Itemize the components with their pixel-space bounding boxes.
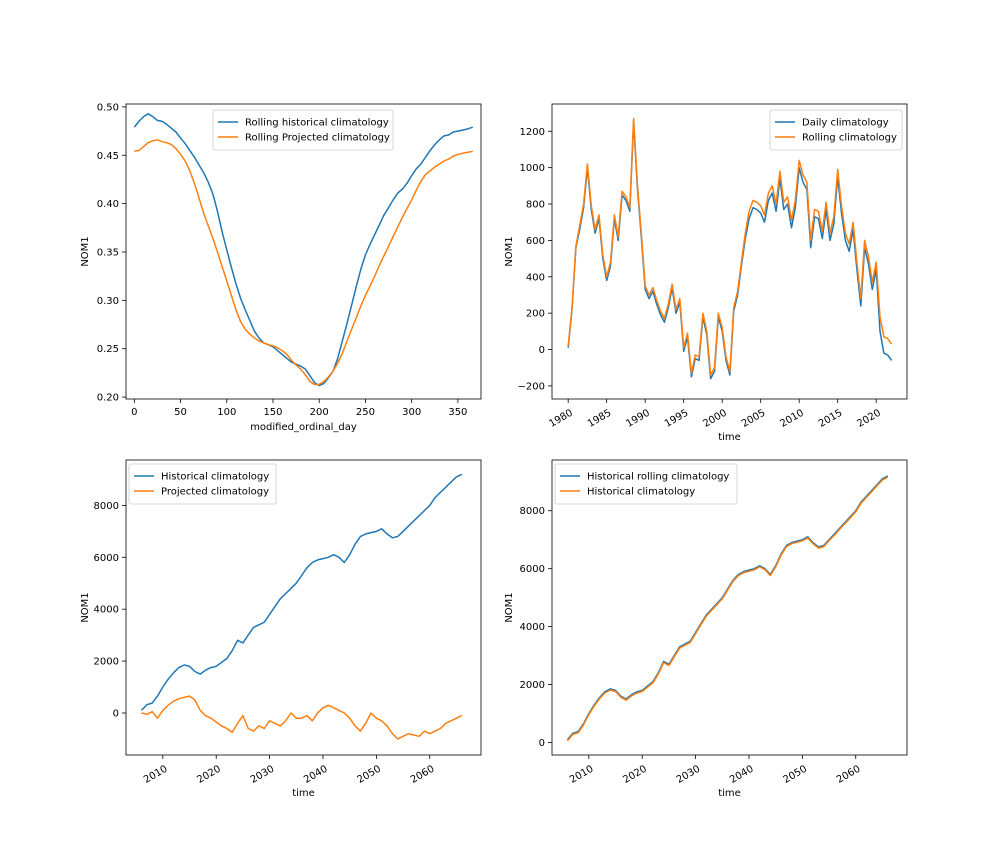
y-tick-label: 0.40 [97, 199, 119, 210]
x-tick-label: 2040 [302, 764, 330, 786]
series-line-1 [566, 475, 889, 741]
y-tick-label: 400 [526, 272, 545, 283]
y-tick-label: 0.50 [97, 102, 119, 113]
x-axis-label: time [718, 788, 741, 799]
x-tick-label: 1990 [624, 408, 652, 430]
y-tick-label: 800 [526, 200, 545, 211]
x-tick-label: 2020 [195, 764, 223, 786]
y-tick-label: 0 [113, 708, 119, 719]
legend-box [212, 109, 394, 151]
x-tick-label: 2060 [835, 764, 863, 786]
x-tick-label: 2010 [778, 408, 806, 430]
legend-entry: Rolling climatology [802, 133, 897, 144]
y-tick-label: 0.30 [97, 296, 119, 307]
x-axis-label: time [292, 788, 315, 799]
x-axis-label: modified_ordinal_day [250, 422, 357, 433]
legend: Historical rolling climatology Historical… [554, 463, 738, 505]
legend-box [128, 463, 277, 505]
series-line-2 [141, 695, 463, 740]
y-tick-label: 1200 [520, 127, 545, 138]
y-tick-label: 4000 [94, 605, 119, 616]
x-tick-label: 2020 [855, 408, 883, 430]
x-tick-label: 300 [402, 407, 421, 418]
legend-entry: Projected climatology [161, 487, 269, 498]
series-line-2 [567, 117, 893, 376]
series-line-1 [133, 112, 473, 387]
x-tick-label: 150 [263, 407, 282, 418]
y-axis-label: NOM1 [504, 592, 515, 622]
x-tick-label: 2030 [675, 764, 703, 786]
x-tick-label: 2020 [621, 764, 649, 786]
y-tick-label: 6000 [94, 553, 119, 564]
y-tick-label: 0.20 [97, 393, 119, 404]
x-tick-label: 1995 [663, 408, 691, 430]
x-tick-label: 2010 [568, 764, 596, 786]
y-tick-label: 6000 [520, 564, 545, 575]
x-tick-label: 2000 [701, 408, 729, 430]
legend-entry: Historical climatology [161, 472, 269, 483]
y-axis-label: NOM1 [504, 236, 515, 266]
x-tick-label: 2015 [817, 408, 845, 430]
y-tick-label: 4000 [520, 622, 545, 633]
x-tick-label: 200 [310, 407, 329, 418]
legend-box [554, 463, 738, 505]
subplot-2: 1980 1985 1990 1995 2000 2005 2010 2015 2020−200… [504, 103, 908, 443]
y-axis-label: NOM1 [80, 592, 91, 622]
x-tick-label: 100 [217, 407, 236, 418]
subplot-3: 2010 2020 2030 2040 2050 2060 0 2000 4000 6000 800… [80, 459, 482, 799]
y-tick-label: 2000 [520, 680, 545, 691]
y-tick-label: −200 [518, 381, 545, 392]
series-line-1 [567, 121, 893, 380]
x-tick-label: 2040 [728, 764, 756, 786]
x-tick-label: 2030 [249, 764, 277, 786]
axes-frame [551, 103, 908, 400]
y-tick-label: 0 [539, 738, 545, 749]
legend: Historical climatology Projected climatol… [128, 463, 277, 505]
x-tick-label: 0 [131, 407, 137, 418]
y-tick-label: 1000 [520, 163, 545, 174]
legend-box [769, 109, 903, 151]
y-tick-label: 600 [526, 236, 545, 247]
y-tick-label: 0.25 [97, 344, 119, 355]
x-tick-label: 250 [356, 407, 375, 418]
y-tick-label: 8000 [94, 501, 119, 512]
y-tick-label: 0 [539, 345, 545, 356]
legend-entry: Daily climatology [802, 118, 889, 129]
subplot-1: 0 50 100 150 200 250 300 350 0.20 0.25 0.30 0.35 0.4… [80, 102, 482, 433]
x-tick-label: 350 [448, 407, 467, 418]
y-tick-label: 2000 [94, 657, 119, 668]
x-tick-label: 2005 [740, 408, 768, 430]
series-line-2 [134, 139, 473, 386]
x-tick-label: 2050 [356, 764, 384, 786]
x-axis-label: time [718, 432, 741, 443]
legend: Daily climatology Rolling climatology [769, 109, 903, 151]
y-tick-label: 200 [526, 309, 545, 320]
axes-frame [125, 459, 482, 756]
legend-entry: Rolling historical climatology [245, 118, 389, 129]
subplot-4: 2010 2020 2030 2040 2050 2060 0 2000 4000 6000 800… [504, 459, 908, 799]
legend-entry: Rolling Projected climatology [245, 133, 390, 144]
series-line-1 [140, 473, 463, 711]
x-tick-label: 2060 [409, 764, 437, 786]
x-tick-label: 2050 [782, 764, 810, 786]
legend-entry: Historical rolling climatology [587, 472, 729, 483]
axes-frame [551, 459, 908, 756]
legend-entry: Historical climatology [587, 487, 695, 498]
legend: Rolling historical climatology Rolling Pr… [212, 109, 394, 151]
y-tick-label: 8000 [520, 506, 545, 517]
x-tick-label: 1985 [586, 408, 614, 430]
x-tick-label: 1980 [547, 408, 575, 430]
y-axis-label: NOM1 [80, 236, 91, 266]
series-line-2 [566, 476, 889, 742]
y-tick-label: 0.45 [97, 151, 119, 162]
x-tick-label: 2010 [142, 764, 170, 786]
y-tick-label: 0.35 [97, 247, 119, 258]
x-tick-label: 50 [174, 407, 187, 418]
axes-frame [125, 103, 482, 400]
